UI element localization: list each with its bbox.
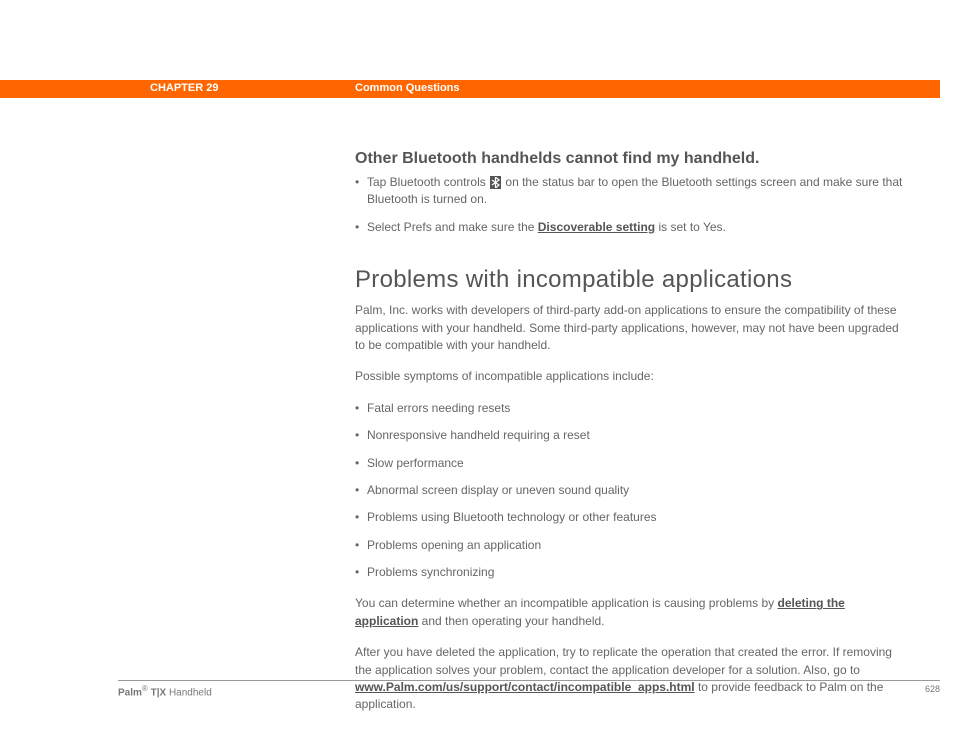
bluetooth-icon xyxy=(490,176,501,189)
footer-brand: Palm xyxy=(118,687,142,698)
text: and then operating your handheld. xyxy=(418,614,604,628)
footer-suffix: Handheld xyxy=(166,687,212,698)
symptoms-list: Fatal errors needing resets Nonresponsiv… xyxy=(355,400,910,582)
list-item: Tap Bluetooth controls on the status bar… xyxy=(355,174,910,209)
list-item: Problems using Bluetooth technology or o… xyxy=(355,509,910,526)
text: Tap Bluetooth controls xyxy=(367,175,489,189)
page-footer: Palm® T|X Handheld 628 xyxy=(118,680,940,698)
text: is set to Yes. xyxy=(655,220,726,234)
list-item: Fatal errors needing resets xyxy=(355,400,910,417)
text: You can determine whether an incompatibl… xyxy=(355,596,777,610)
list-item: Select Prefs and make sure the Discovera… xyxy=(355,219,910,236)
list-item: Problems opening an application xyxy=(355,537,910,554)
section-heading: Problems with incompatible applications xyxy=(355,266,910,294)
list-item: Slow performance xyxy=(355,455,910,472)
symptoms-lead: Possible symptoms of incompatible applic… xyxy=(355,368,910,385)
text: After you have deleted the application, … xyxy=(355,645,892,676)
page-content: Other Bluetooth handhelds cannot find my… xyxy=(355,150,910,728)
page-number: 628 xyxy=(925,684,940,694)
intro-paragraph: Palm, Inc. works with developers of thir… xyxy=(355,302,910,354)
bluetooth-tips-list: Tap Bluetooth controls on the status bar… xyxy=(355,174,910,236)
chapter-header-bar: CHAPTER 29 Common Questions xyxy=(0,80,940,98)
section-label: Common Questions xyxy=(355,82,460,94)
list-item: Problems synchronizing xyxy=(355,564,910,581)
text: Select Prefs and make sure the xyxy=(367,220,538,234)
footer-model: T|X xyxy=(148,687,166,698)
determine-paragraph: You can determine whether an incompatibl… xyxy=(355,595,910,630)
chapter-label: CHAPTER 29 xyxy=(150,82,218,94)
discoverable-setting-link[interactable]: Discoverable setting xyxy=(538,220,655,234)
list-item: Abnormal screen display or uneven sound … xyxy=(355,482,910,499)
subsection-heading: Other Bluetooth handhelds cannot find my… xyxy=(355,150,910,168)
list-item: Nonresponsive handheld requiring a reset xyxy=(355,427,910,444)
